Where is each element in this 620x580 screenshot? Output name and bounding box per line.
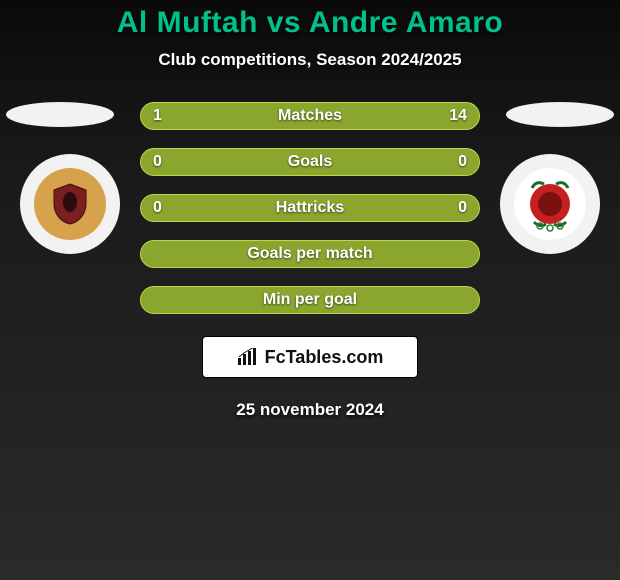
player-flag-right [506,102,614,127]
club-badge-right [500,154,600,254]
bar-chart-icon [237,348,259,366]
stat-row: Min per goal [140,286,480,314]
club-badge-left [20,154,120,254]
page-title: Al Muftah vs Andre Amaro [0,0,620,40]
snapshot-date: 25 november 2024 [0,400,620,420]
comparison-arena: 1 Matches 14 0 Goals 0 0 Hattricks 0 Goa… [0,102,620,420]
brand-text: FcTables.com [265,347,384,368]
stat-label: Goals per match [141,245,479,263]
stat-row: Goals per match [140,240,480,268]
stat-label: Hattricks [141,199,479,217]
stat-row: 0 Hattricks 0 [140,194,480,222]
stat-row: 0 Goals 0 [140,148,480,176]
stat-row: 1 Matches 14 [140,102,480,130]
brand-badge: FcTables.com [202,336,418,378]
stat-label: Matches [141,107,479,125]
club-badge-right-inner [514,168,586,240]
subtitle: Club competitions, Season 2024/2025 [0,50,620,70]
crest-icon [522,176,578,232]
stat-label: Min per goal [141,291,479,309]
club-badge-left-inner [34,168,106,240]
stat-label: Goals [141,153,479,171]
stats-table: 1 Matches 14 0 Goals 0 0 Hattricks 0 Goa… [140,102,480,314]
shield-icon [46,180,94,228]
player-flag-left [6,102,114,127]
